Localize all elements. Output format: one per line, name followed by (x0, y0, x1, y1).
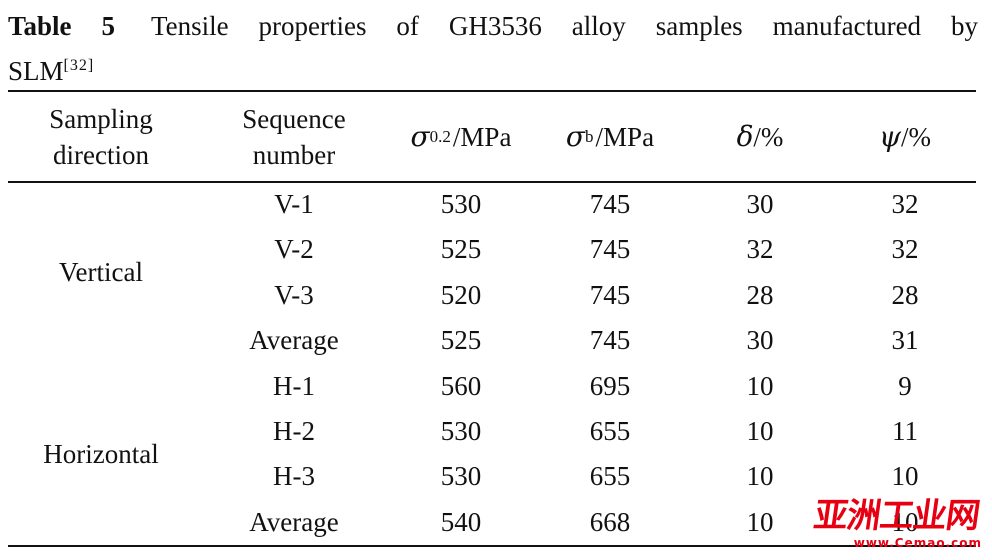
table-row: V-3 520 745 28 28 (0, 273, 992, 318)
table-cell-psi: 10 (891, 506, 919, 537)
table-cell-seq: V-3 (274, 279, 314, 310)
table-cell-delta: 28 (746, 279, 774, 310)
table-cell-delta: 10 (746, 416, 774, 446)
table-cell-delta: 30 (746, 325, 774, 356)
header-sequence-number: Sequence number (242, 103, 346, 170)
table-cell-delta: 10 (746, 461, 774, 492)
table-cell-seq: H-3 (273, 461, 315, 492)
header-sampling-direction: Sampling direction (49, 103, 153, 170)
table-cell-delta: 10 (746, 506, 774, 537)
table-body: V-1 530 745 30 32 V-2 525 745 32 32 V-3 520 745 28 28 A… (0, 182, 992, 545)
table-row: V-2 525 745 32 32 (0, 227, 992, 272)
table-cell-psi: 28 (891, 279, 919, 310)
table-cell-delta: 10 (746, 370, 774, 401)
table-cell-sb: 655 (589, 416, 631, 446)
table-cell-seq: V-1 (274, 189, 314, 219)
table-cell-seq: H-2 (273, 416, 315, 446)
table-cell-sb: 745 (589, 325, 631, 356)
caption-text-line1: Tensile properties of GH3536 alloy sampl… (150, 11, 978, 41)
table-row: H-2 530 655 10 11 (0, 409, 992, 454)
table-cell-psi: 9 (898, 370, 912, 401)
table-row: H-3 530 655 10 10 (0, 454, 992, 499)
table-cell-seq: Average (249, 325, 339, 356)
table-caption: Table 5 Tensile properties of GH3536 allo… (8, 6, 978, 91)
header-tensile-strength: σ b/MPa (565, 119, 655, 153)
table-header-rule (8, 181, 976, 183)
table-top-rule (8, 90, 976, 92)
table-cell-s02: 525 (440, 234, 482, 265)
table-cell-s02: 530 (440, 461, 482, 492)
table-cell-psi: 32 (891, 234, 919, 265)
table-cell-sb: 695 (589, 370, 631, 401)
table-cell-delta: 30 (746, 189, 774, 219)
table-number: Table 5 (8, 11, 115, 41)
table-cell-psi: 31 (891, 325, 919, 356)
table-cell-sb: 745 (589, 189, 631, 219)
table-cell-s02: 530 (440, 189, 482, 219)
table-cell-sb: 745 (589, 234, 631, 265)
table-cell-seq: H-1 (273, 370, 315, 401)
header-reduction-of-area: ψ/% (879, 119, 931, 153)
table-row: Average 525 745 30 31 (0, 318, 992, 363)
table-cell-s02: 525 (440, 325, 482, 356)
table-cell-psi: 11 (892, 416, 918, 446)
table-row: Average 540 668 10 10 (0, 500, 992, 545)
citation-reference: [32] (63, 57, 95, 74)
table-cell-sb: 655 (589, 461, 631, 492)
table-row: H-1 560 695 10 9 (0, 364, 992, 409)
table-cell-s02: 530 (440, 416, 482, 446)
table-cell-s02: 560 (440, 370, 482, 401)
table-cell-seq: Average (249, 506, 339, 537)
group-label-vertical: Vertical (59, 257, 143, 287)
table-cell-delta: 32 (746, 234, 774, 265)
table-cell-s02: 520 (440, 279, 482, 310)
table-cell-psi: 32 (891, 189, 919, 219)
header-yield-strength: σ 0.2/MPa (410, 119, 512, 153)
table-cell-sb: 668 (589, 506, 631, 537)
group-label-horizontal: Horizontal (43, 438, 159, 469)
table-cell-s02: 540 (440, 506, 482, 537)
table-row: V-1 530 745 30 32 (0, 182, 992, 227)
caption-text-line2: SLM (8, 56, 64, 86)
table-bottom-rule (8, 545, 976, 547)
table-cell-sb: 745 (589, 279, 631, 310)
header-elongation: δ/% (736, 119, 784, 153)
table-cell-psi: 10 (891, 461, 919, 492)
table-cell-seq: V-2 (274, 234, 314, 265)
